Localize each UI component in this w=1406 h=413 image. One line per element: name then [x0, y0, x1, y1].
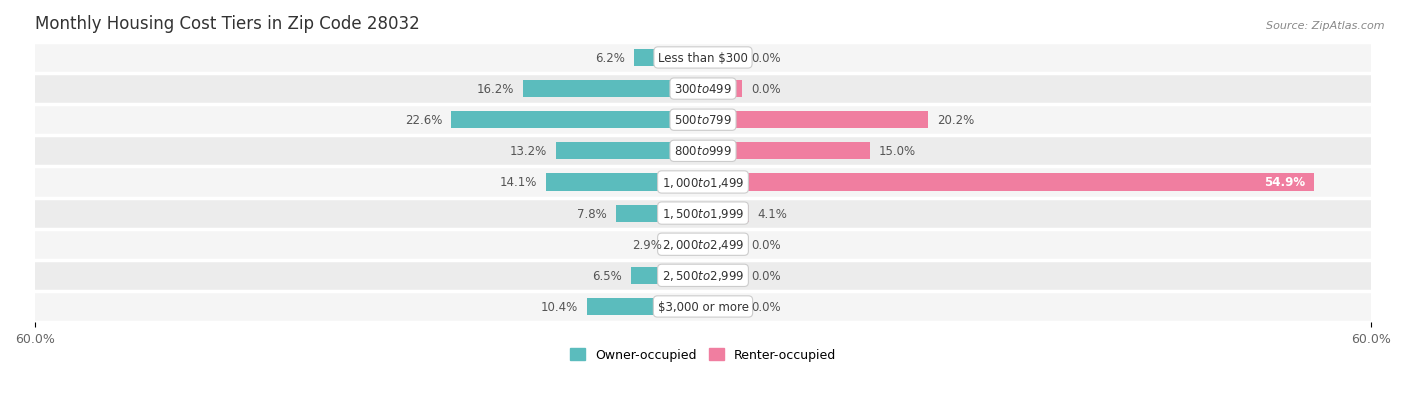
Bar [35, 136, 1371, 167]
Text: 20.2%: 20.2% [936, 114, 974, 127]
Text: 0.0%: 0.0% [751, 238, 780, 251]
Text: Source: ZipAtlas.com: Source: ZipAtlas.com [1267, 21, 1385, 31]
Text: 2.9%: 2.9% [631, 238, 662, 251]
Bar [703, 236, 742, 253]
Text: 6.2%: 6.2% [595, 52, 626, 65]
Text: $2,500 to $2,999: $2,500 to $2,999 [662, 269, 744, 282]
Text: Less than $300: Less than $300 [658, 52, 748, 65]
Bar [35, 260, 1371, 291]
Bar [35, 198, 1371, 229]
Text: 6.5%: 6.5% [592, 269, 621, 282]
Text: 14.1%: 14.1% [499, 176, 537, 189]
Text: 15.0%: 15.0% [879, 145, 917, 158]
Bar [523, 81, 703, 98]
Text: $800 to $999: $800 to $999 [673, 145, 733, 158]
Bar [35, 229, 1371, 260]
Bar [451, 112, 703, 129]
Text: 16.2%: 16.2% [477, 83, 513, 96]
Text: $300 to $499: $300 to $499 [673, 83, 733, 96]
Bar [703, 81, 742, 98]
Bar [703, 143, 870, 160]
Text: 0.0%: 0.0% [751, 269, 780, 282]
Bar [703, 50, 742, 67]
Text: 13.2%: 13.2% [510, 145, 547, 158]
Bar [703, 205, 748, 222]
Text: 0.0%: 0.0% [751, 83, 780, 96]
Text: 0.0%: 0.0% [751, 300, 780, 313]
Bar [616, 205, 703, 222]
Legend: Owner-occupied, Renter-occupied: Owner-occupied, Renter-occupied [565, 343, 841, 366]
Text: $2,000 to $2,499: $2,000 to $2,499 [662, 237, 744, 252]
Text: $1,500 to $1,999: $1,500 to $1,999 [662, 206, 744, 221]
Text: 22.6%: 22.6% [405, 114, 443, 127]
Bar [703, 112, 928, 129]
Bar [35, 43, 1371, 74]
Bar [631, 267, 703, 284]
Text: $500 to $799: $500 to $799 [673, 114, 733, 127]
Bar [35, 105, 1371, 136]
Bar [546, 174, 703, 191]
Bar [703, 174, 1315, 191]
Bar [703, 267, 742, 284]
Text: 7.8%: 7.8% [578, 207, 607, 220]
Bar [703, 298, 742, 315]
Bar [588, 298, 703, 315]
Text: $1,000 to $1,499: $1,000 to $1,499 [662, 176, 744, 190]
Text: Monthly Housing Cost Tiers in Zip Code 28032: Monthly Housing Cost Tiers in Zip Code 2… [35, 15, 419, 33]
Bar [634, 50, 703, 67]
Text: $3,000 or more: $3,000 or more [658, 300, 748, 313]
Text: 10.4%: 10.4% [541, 300, 578, 313]
Text: 4.1%: 4.1% [758, 207, 787, 220]
Bar [671, 236, 703, 253]
Bar [35, 167, 1371, 198]
Bar [35, 74, 1371, 105]
Bar [35, 291, 1371, 322]
Text: 0.0%: 0.0% [751, 52, 780, 65]
Bar [555, 143, 703, 160]
Text: 54.9%: 54.9% [1264, 176, 1305, 189]
